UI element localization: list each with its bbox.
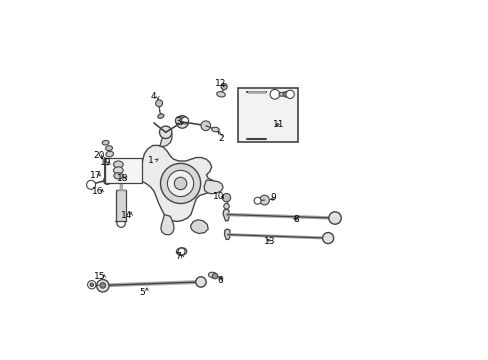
- Circle shape: [103, 177, 111, 184]
- Circle shape: [285, 90, 294, 98]
- Text: 11: 11: [272, 120, 284, 129]
- Circle shape: [160, 163, 200, 203]
- Circle shape: [269, 89, 279, 99]
- Ellipse shape: [158, 114, 163, 118]
- Ellipse shape: [176, 248, 186, 255]
- Text: 15: 15: [94, 271, 105, 280]
- Ellipse shape: [208, 272, 217, 278]
- Circle shape: [97, 279, 109, 292]
- Ellipse shape: [113, 167, 123, 174]
- Text: 14: 14: [121, 211, 132, 220]
- Text: 9: 9: [269, 193, 275, 202]
- Ellipse shape: [105, 146, 112, 150]
- Text: 12: 12: [215, 80, 226, 89]
- Circle shape: [86, 180, 95, 189]
- Text: 7: 7: [175, 252, 181, 261]
- Text: 1: 1: [148, 157, 154, 166]
- Polygon shape: [160, 130, 172, 147]
- Polygon shape: [161, 215, 174, 235]
- Circle shape: [224, 203, 229, 209]
- Circle shape: [87, 280, 96, 289]
- Text: 2: 2: [218, 134, 224, 143]
- Circle shape: [167, 170, 193, 197]
- Text: 8: 8: [293, 215, 299, 224]
- Text: 18: 18: [117, 174, 128, 183]
- Bar: [118, 189, 125, 190]
- Text: 19: 19: [100, 158, 111, 167]
- Ellipse shape: [279, 93, 284, 96]
- Ellipse shape: [113, 161, 123, 168]
- Circle shape: [176, 116, 188, 128]
- Circle shape: [178, 248, 184, 255]
- Ellipse shape: [211, 127, 219, 132]
- Circle shape: [174, 177, 186, 190]
- Text: 13: 13: [263, 237, 275, 246]
- Text: 20: 20: [93, 150, 104, 159]
- Circle shape: [100, 283, 105, 288]
- Circle shape: [322, 233, 333, 244]
- Polygon shape: [190, 220, 208, 234]
- Circle shape: [212, 273, 218, 279]
- Polygon shape: [224, 229, 229, 239]
- Bar: [104, 158, 142, 184]
- Circle shape: [259, 195, 269, 205]
- Circle shape: [181, 117, 188, 124]
- Text: 10: 10: [212, 192, 224, 201]
- Polygon shape: [203, 180, 223, 194]
- Text: 3: 3: [175, 117, 181, 126]
- Ellipse shape: [114, 173, 122, 179]
- Circle shape: [254, 197, 261, 204]
- Bar: [247, 91, 264, 93]
- Circle shape: [90, 283, 93, 287]
- Circle shape: [328, 212, 341, 224]
- Ellipse shape: [216, 92, 225, 97]
- Circle shape: [283, 91, 288, 97]
- Ellipse shape: [106, 151, 113, 157]
- Circle shape: [201, 121, 210, 131]
- Circle shape: [155, 100, 163, 107]
- Circle shape: [175, 116, 183, 125]
- Text: 16: 16: [92, 186, 103, 195]
- Bar: [237, 89, 298, 142]
- Text: 6: 6: [217, 276, 223, 285]
- Bar: [116, 190, 126, 221]
- Circle shape: [159, 126, 172, 139]
- Polygon shape: [139, 145, 216, 221]
- Text: 4: 4: [150, 92, 156, 101]
- Text: 5: 5: [140, 288, 145, 297]
- Circle shape: [222, 193, 230, 202]
- Circle shape: [117, 172, 125, 180]
- Circle shape: [221, 84, 227, 90]
- Polygon shape: [223, 209, 228, 221]
- Circle shape: [195, 277, 206, 287]
- Ellipse shape: [102, 140, 109, 145]
- Text: 17: 17: [90, 171, 102, 180]
- Circle shape: [117, 219, 125, 228]
